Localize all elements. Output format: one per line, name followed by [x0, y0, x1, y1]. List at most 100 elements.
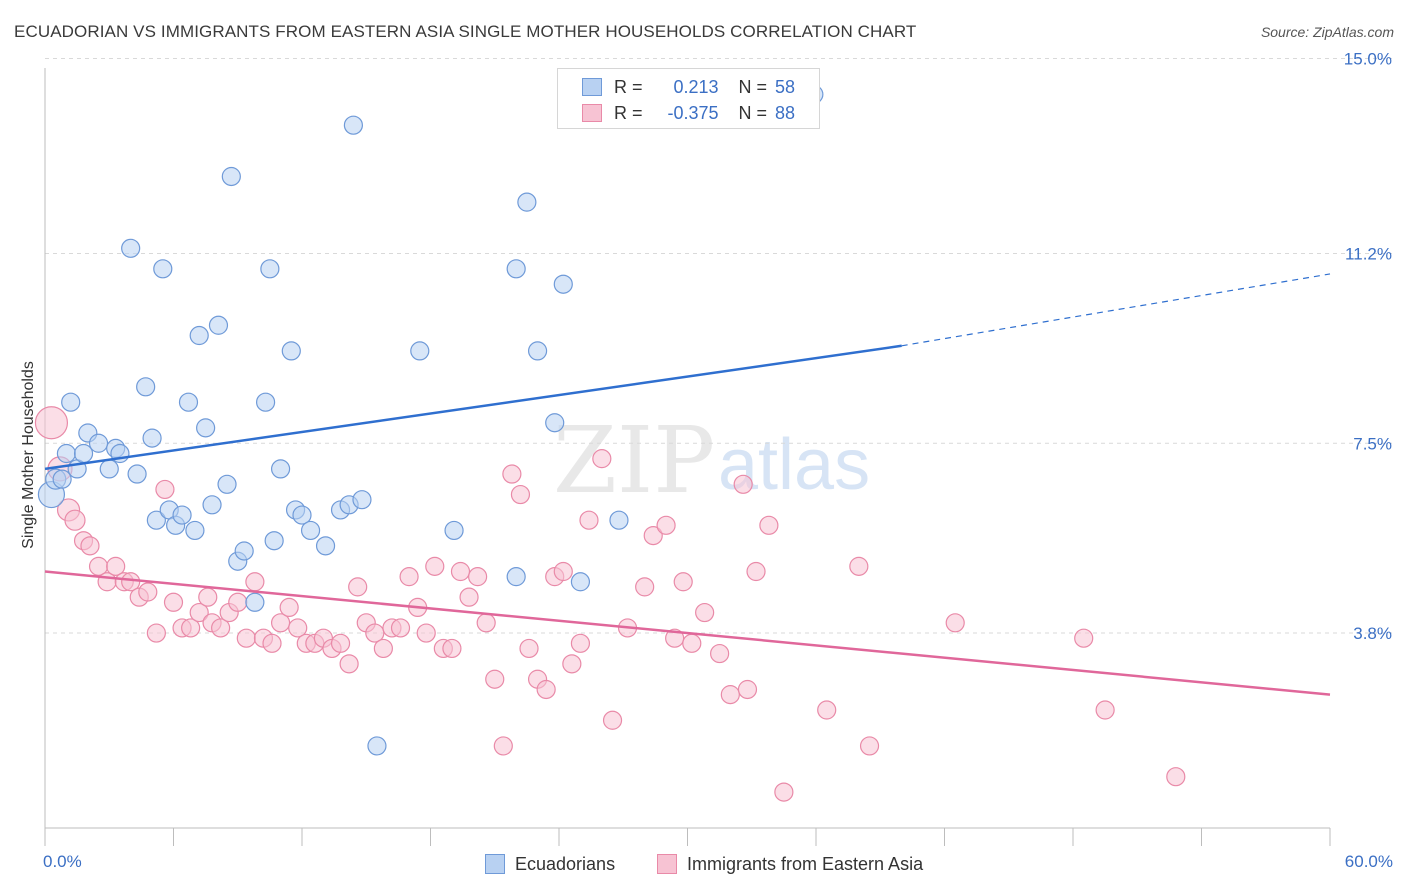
watermark-zip: ZIP: [553, 407, 715, 514]
data-point-ecuadorian: [343, 115, 363, 135]
data-point-ecuadorian: [281, 341, 301, 361]
data-point-eastern-asia: [189, 602, 209, 623]
y-tick-label: 15.0%: [1344, 50, 1392, 69]
chart-title: ECUADORIAN VS IMMIGRANTS FROM EASTERN AS…: [14, 22, 917, 41]
chart-source: Source: ZipAtlas.com: [1260, 24, 1394, 40]
trend-line-eastern-asia: [44, 570, 1331, 696]
data-point-eastern-asia: [493, 736, 513, 756]
data-point-eastern-asia: [579, 510, 599, 530]
data-point-eastern-asia: [181, 618, 201, 638]
data-point-ecuadorian: [153, 259, 173, 279]
data-point-ecuadorian: [142, 428, 162, 448]
data-point-eastern-asia: [245, 572, 265, 592]
data-point-eastern-asia: [570, 633, 591, 653]
data-point-eastern-asia: [450, 561, 471, 582]
data-point-eastern-asia: [416, 623, 436, 643]
data-point-eastern-asia: [733, 474, 753, 494]
data-point-eastern-asia: [365, 623, 385, 643]
data-point-ecuadorian: [245, 592, 265, 612]
r-label: R =: [614, 102, 643, 123]
data-point-eastern-asia: [592, 449, 612, 469]
data-point-eastern-asia: [510, 484, 531, 505]
data-point-eastern-asia: [106, 556, 126, 576]
series-immigrants-eastern-asia: [34, 406, 1186, 802]
stats-legend-row-eastern-asia: R = -0.375 N = 88: [582, 101, 795, 125]
n-label: N =: [738, 102, 768, 123]
x-tick-label-min: 0.0%: [43, 852, 82, 871]
data-point-ecuadorian: [208, 315, 229, 335]
data-point-ecuadorian: [196, 418, 216, 438]
data-point-ecuadorian: [121, 238, 141, 258]
data-point-ecuadorian: [146, 510, 166, 530]
data-point-eastern-asia: [1074, 628, 1094, 648]
data-point-ecuadorian: [61, 392, 81, 412]
data-point-ecuadorian: [367, 736, 387, 756]
data-point-ecuadorian: [136, 377, 156, 397]
data-point-eastern-asia: [228, 592, 248, 612]
r-value: 0.213: [673, 76, 719, 97]
data-point-eastern-asia: [442, 638, 462, 659]
data-point-eastern-asia: [163, 592, 184, 612]
data-point-ecuadorian: [56, 443, 77, 464]
data-point-eastern-asia: [34, 406, 69, 440]
data-point-ecuadorian: [234, 541, 254, 561]
data-point-eastern-asia: [859, 736, 880, 756]
data-point-ecuadorian: [300, 520, 321, 541]
data-point-eastern-asia: [390, 618, 411, 638]
data-point-eastern-asia: [635, 577, 655, 597]
data-point-ecuadorian: [52, 469, 72, 489]
y-tick-label: 3.8%: [1353, 624, 1392, 643]
trend-line-ecuadorians: [44, 344, 902, 471]
data-point-eastern-asia: [330, 633, 351, 653]
data-point-eastern-asia: [945, 613, 965, 633]
trend-lines: [44, 273, 1331, 696]
trend-line-ecuadorians-extension: [901, 273, 1331, 347]
data-point-eastern-asia: [774, 782, 794, 802]
data-point-eastern-asia: [536, 679, 556, 700]
data-point-eastern-asia: [155, 479, 175, 500]
data-point-eastern-asia: [759, 515, 779, 535]
legend-item-eastern-asia: Immigrants from Eastern Asia: [657, 851, 923, 877]
data-point-eastern-asia: [673, 572, 693, 592]
data-point-eastern-asia: [485, 669, 505, 689]
data-point-eastern-asia: [710, 643, 730, 664]
series-ecuadorians: [37, 84, 824, 756]
data-point-ecuadorian: [506, 567, 526, 587]
data-point-ecuadorian: [444, 520, 464, 541]
data-point-eastern-asia: [1166, 767, 1186, 787]
data-point-eastern-asia: [138, 582, 158, 602]
data-point-ecuadorian: [609, 510, 629, 530]
data-point-ecuadorian: [260, 259, 280, 279]
r-label: R =: [614, 76, 643, 97]
data-point-eastern-asia: [720, 685, 740, 705]
data-point-eastern-asia: [279, 597, 299, 618]
data-point-eastern-asia: [817, 700, 837, 720]
data-point-ecuadorian: [506, 259, 526, 279]
data-point-ecuadorian: [545, 413, 565, 433]
data-point-ecuadorian: [202, 495, 222, 515]
data-point-eastern-asia: [236, 628, 256, 648]
data-point-eastern-asia: [849, 556, 869, 576]
legend-swatch-blue: [582, 78, 602, 96]
data-point-ecuadorian: [517, 192, 537, 212]
y-tick-label: 11.2%: [1345, 244, 1392, 263]
n-label: N =: [738, 76, 768, 97]
stats-legend: R = 0.213 N = 58 R = -0.375 N = 88: [557, 68, 820, 129]
data-point-ecuadorian: [270, 459, 291, 479]
data-point-ecuadorian: [570, 572, 591, 592]
data-point-eastern-asia: [425, 556, 445, 576]
data-point-eastern-asia: [682, 633, 702, 653]
data-point-eastern-asia: [348, 577, 368, 597]
data-point-eastern-asia: [665, 628, 685, 648]
data-point-eastern-asia: [373, 638, 393, 659]
legend-swatch-pink: [657, 854, 677, 874]
data-point-ecuadorian: [99, 459, 119, 479]
data-point-eastern-asia: [476, 613, 496, 633]
data-point-eastern-asia: [459, 587, 479, 607]
data-point-eastern-asia: [643, 525, 663, 546]
data-point-eastern-asia: [262, 633, 282, 653]
stats-legend-row-ecuadorians: R = 0.213 N = 58: [582, 75, 795, 99]
data-point-ecuadorian: [217, 474, 237, 494]
watermark: ZIP atlas: [553, 407, 870, 514]
